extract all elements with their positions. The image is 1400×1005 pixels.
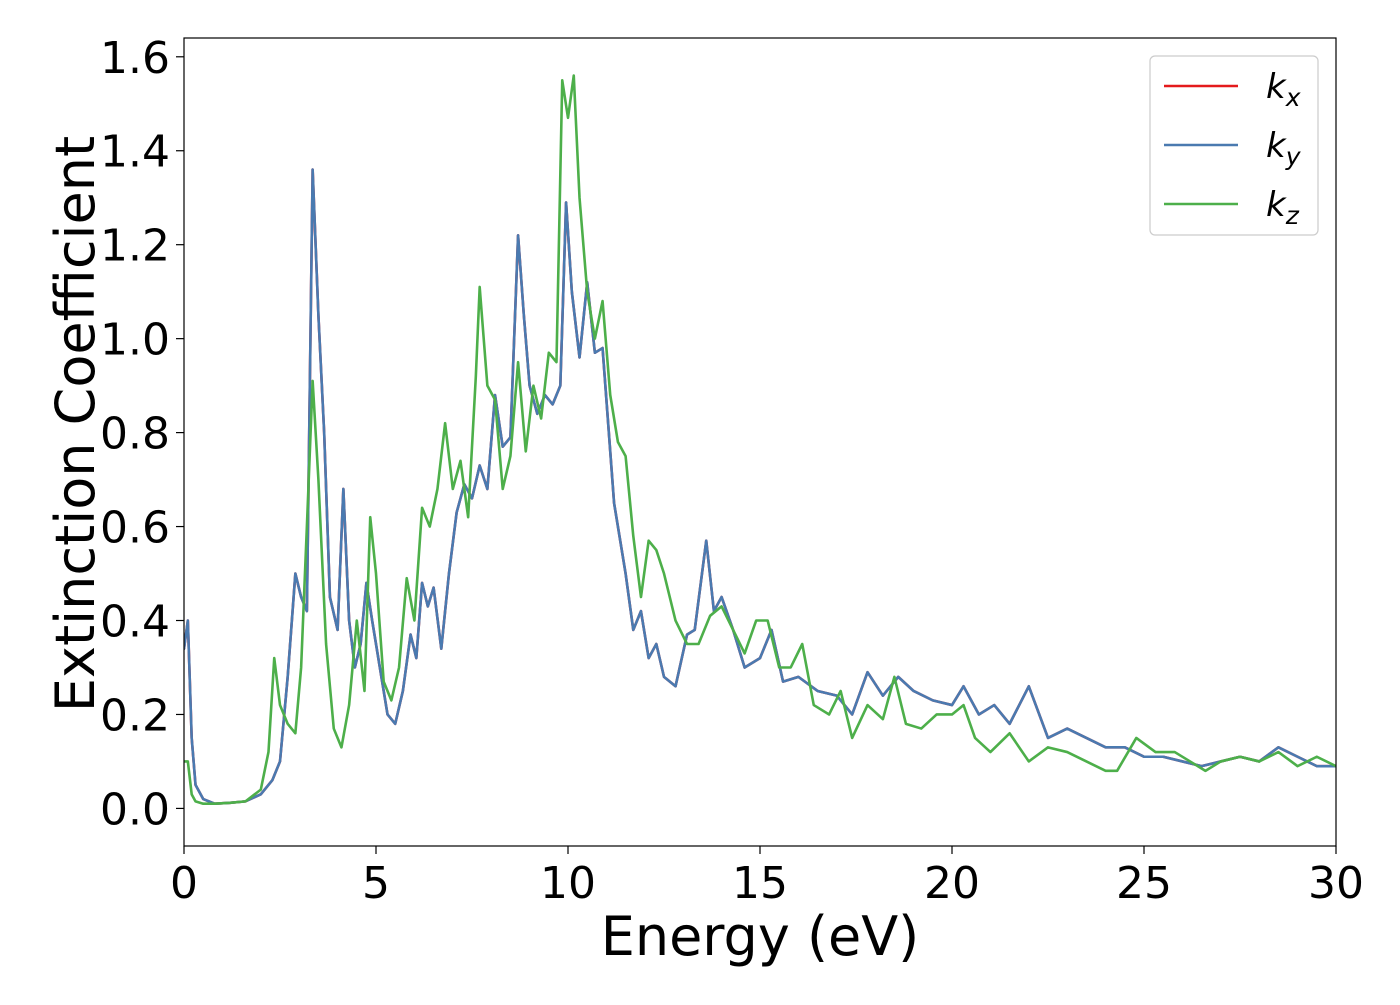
x-tick-label: 25 bbox=[1116, 858, 1172, 909]
x-axis-label: Energy (eV) bbox=[601, 905, 920, 968]
y-tick-label: 1.6 bbox=[100, 33, 170, 84]
x-tick-label: 15 bbox=[732, 858, 788, 909]
y-tick-label: 0.2 bbox=[100, 690, 170, 741]
series-line-x bbox=[184, 168, 1336, 806]
x-tick-label: 5 bbox=[362, 858, 390, 909]
y-tick-label: 0.4 bbox=[100, 597, 170, 648]
x-tick-label: 0 bbox=[170, 858, 198, 909]
y-axis-label: Extinction Coefficient bbox=[44, 136, 107, 712]
y-tick-label: 1.4 bbox=[100, 127, 170, 178]
series-layer bbox=[184, 74, 1336, 806]
series-line-z bbox=[184, 74, 1336, 806]
y-tick-label: 1.2 bbox=[100, 221, 170, 272]
y-tick-label: 0.6 bbox=[100, 503, 170, 554]
y-tick-label: 0.0 bbox=[100, 784, 170, 835]
y-axis-ticks: 0.0 0.2 0.4 0.6 0.8 1.0 1.2 1.4 1.6 bbox=[100, 33, 184, 835]
x-tick-label: 30 bbox=[1308, 858, 1364, 909]
y-tick-label: 0.8 bbox=[100, 409, 170, 460]
x-axis-ticks: 0 5 10 15 20 25 30 bbox=[170, 846, 1364, 909]
x-tick-label: 10 bbox=[540, 858, 596, 909]
y-tick-label: 1.0 bbox=[100, 315, 170, 366]
series-line-y bbox=[184, 168, 1336, 806]
x-tick-label: 20 bbox=[924, 858, 980, 909]
